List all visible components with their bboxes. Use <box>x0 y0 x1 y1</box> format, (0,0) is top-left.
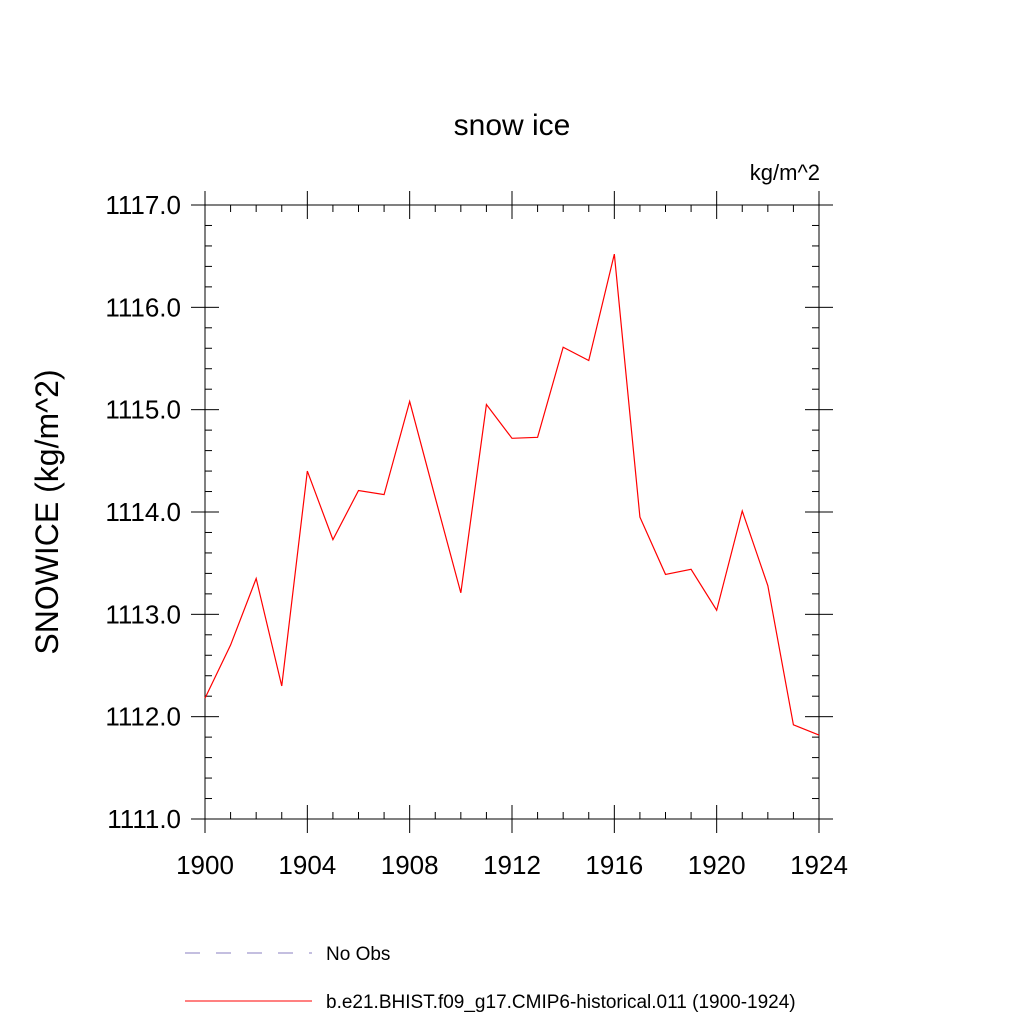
x-tick-label: 1904 <box>278 850 336 880</box>
axis-tick-labels: 1900 1904 1908 1912 1916 1920 1924 1111.0 1112.0… <box>105 190 848 880</box>
y-tick-label: 1114.0 <box>105 497 181 527</box>
y-axis-label: SNOWICE (kg/m^2) <box>29 369 65 654</box>
legend: No Obs b.e21.BHIST.f09_g17.CMIP6-historic… <box>185 944 796 1013</box>
series-line-1 <box>204 253 820 736</box>
units-label: kg/m^2 <box>750 160 820 185</box>
chart-title: snow ice <box>454 109 571 142</box>
y-tick-label: 1116.0 <box>105 292 181 322</box>
x-tick-label: 1924 <box>790 850 848 880</box>
x-tick-label: 1908 <box>381 850 439 880</box>
series-layer <box>204 253 820 736</box>
x-tick-label: 1900 <box>176 850 234 880</box>
y-tick-label: 1117.0 <box>105 190 181 220</box>
x-tick-label: 1916 <box>585 850 643 880</box>
y-tick-label: 1112.0 <box>105 702 181 732</box>
axis-ticks <box>191 191 833 833</box>
plot-frame <box>204 204 820 820</box>
legend-label-0: No Obs <box>326 944 390 965</box>
y-tick-label: 1111.0 <box>107 804 181 834</box>
x-tick-label: 1912 <box>483 850 541 880</box>
y-tick-label: 1113.0 <box>105 599 181 629</box>
legend-label-1: b.e21.BHIST.f09_g17.CMIP6-historical.011… <box>326 992 796 1013</box>
y-tick-label: 1115.0 <box>105 395 181 425</box>
x-tick-label: 1920 <box>688 850 746 880</box>
